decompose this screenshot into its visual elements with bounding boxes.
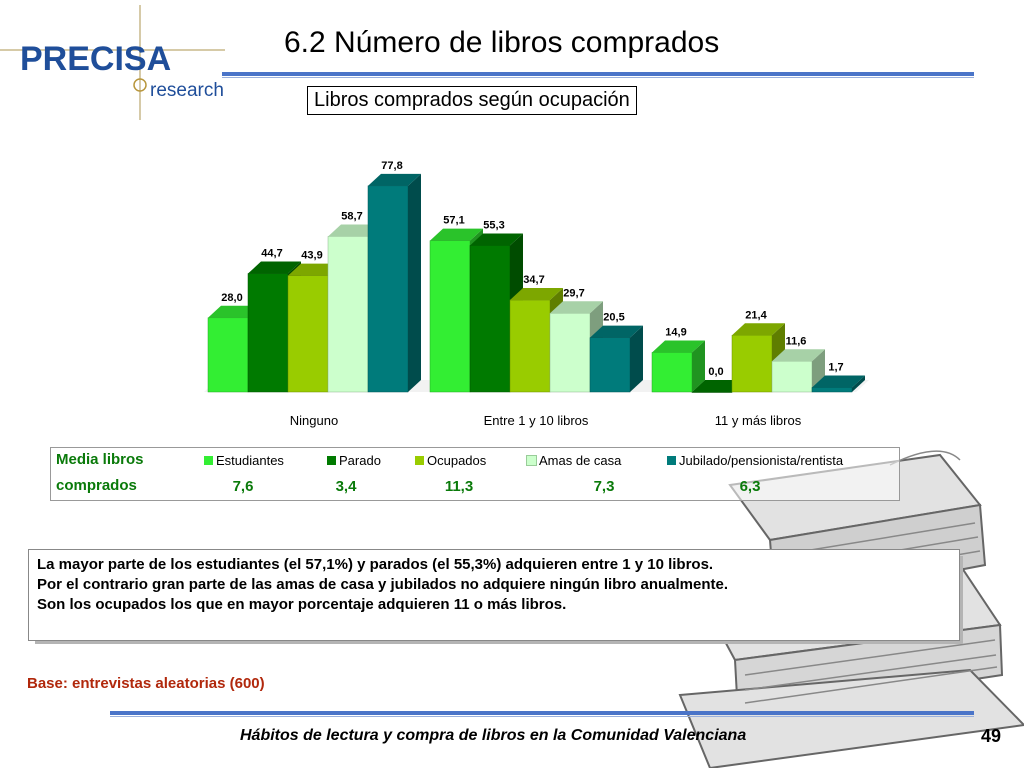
page-number: 49	[981, 726, 1002, 746]
bar-2-4-top	[812, 375, 865, 388]
bar-0-2-label: 43,9	[301, 250, 322, 262]
bar-0-1-label: 44,7	[261, 248, 282, 260]
legend-item-estudiantes: Estudiantes	[204, 453, 284, 468]
legend-label-amas-de-casa: Amas de casa	[539, 453, 622, 468]
bar-1-2-top	[510, 288, 563, 301]
legend-swatch-amas-de-casa	[526, 455, 537, 466]
mean-parado: 3,4	[335, 478, 357, 495]
bar-0-0-front	[207, 317, 249, 393]
bar-0-4-top	[368, 173, 421, 186]
bar-1-3-top	[550, 301, 603, 314]
bar-0-4-label: 77,8	[381, 160, 402, 172]
legend-label-estudiantes: Estudiantes	[216, 453, 284, 468]
legend-item-jubilado: Jubilado/pensionista/rentista	[667, 453, 843, 468]
legend-swatch-ocupados	[415, 456, 424, 465]
legend-swatch-parado	[327, 456, 336, 465]
bar-1-1-front	[469, 245, 511, 393]
note-line-2: Por el contrario gran parte de las amas …	[37, 576, 729, 593]
bar-0-4-front	[367, 185, 409, 393]
bar-2-3-label: 11,6	[786, 335, 807, 347]
bar-2-1-front	[691, 391, 733, 393]
bar-2-4-side	[852, 375, 865, 392]
bar-2-4-front	[811, 387, 853, 393]
bar-0-3-label: 58,7	[341, 210, 362, 222]
category-label-1: Entre 1 y 10 libros	[484, 413, 589, 428]
footer-text: Hábitos de lectura y compra de libros en…	[240, 727, 747, 744]
bar-1-4-label: 20,5	[603, 312, 624, 324]
legend-header-line1: Media libros	[56, 451, 144, 468]
bar-1-1-top	[470, 233, 523, 246]
note-box: La mayor parte de los estudiantes (el 57…	[28, 549, 960, 641]
mean-ocupados: 11,3	[444, 478, 474, 495]
bar-2-3-top	[772, 349, 825, 362]
legend-item-ocupados: Ocupados	[415, 453, 486, 468]
bar-2-3-front	[771, 361, 813, 393]
legend-header-line2: comprados	[56, 477, 137, 494]
logo-brand: PRECISA	[20, 40, 171, 78]
bar-0-3-front	[327, 236, 369, 393]
bar-2-2-top	[732, 323, 785, 336]
bar-2-2-label: 21,4	[745, 309, 767, 321]
note-line-1: La mayor parte de los estudiantes (el 57…	[37, 556, 714, 573]
bar-1-4-front	[589, 337, 631, 393]
legend-table: Media libros comprados Estudiantes Parad…	[50, 447, 900, 501]
base-note: Base: entrevistas aleatorias (600)	[27, 675, 265, 692]
title-divider-thin	[222, 77, 974, 78]
chart-subtitle: Libros comprados según ocupación	[307, 86, 637, 115]
legend-label-parado: Parado	[339, 453, 381, 468]
bar-0-1-top	[248, 261, 301, 274]
legend-item-amas-de-casa: Amas de casa	[526, 453, 622, 468]
legend-swatch-jubilado	[667, 456, 676, 465]
bar-0-0-label: 28,0	[221, 292, 242, 304]
precisa-logo: PRECISA research	[0, 5, 225, 120]
bar-0-2-front	[287, 275, 329, 393]
bar-2-1-label: 0,0	[708, 366, 723, 378]
footer-divider-thin	[110, 716, 974, 717]
bar-chart: 28,0 44,7 43,9 58,7 77,8 Ninguno 57,1 55,3 34,7 2…	[204, 160, 869, 428]
bar-1-0-label: 57,1	[443, 215, 464, 227]
bar-0-1-front	[247, 273, 289, 393]
bar-2-2-front	[731, 335, 773, 393]
bar-2-0-front	[651, 352, 693, 393]
bar-1-0-top	[430, 228, 483, 241]
category-label-0: Ninguno	[290, 413, 338, 428]
legend-swatch-estudiantes	[204, 456, 213, 465]
category-label-2: 11 y más libros	[715, 413, 802, 428]
bar-0-4-side	[408, 173, 421, 392]
bar-1-0-front	[429, 240, 471, 393]
bar-2-0-top	[652, 340, 705, 353]
bar-1-4-side	[630, 325, 643, 392]
bar-2-0-label: 14,9	[665, 327, 686, 339]
bar-1-1-label: 55,3	[483, 219, 504, 231]
bar-1-2-label: 34,7	[523, 274, 544, 286]
bar-1-3-front	[549, 313, 591, 393]
mean-estudiantes: 7,6	[232, 478, 254, 495]
bar-2-0-side	[692, 340, 705, 392]
legend-item-parado: Parado	[327, 453, 381, 468]
legend-label-ocupados: Ocupados	[427, 453, 487, 468]
legend-label-jubilado: Jubilado/pensionista/rentista	[679, 453, 844, 468]
page-title: 6.2 Número de libros comprados	[284, 26, 720, 59]
logo-tagline: research	[150, 80, 224, 101]
title-divider	[222, 72, 974, 76]
footer-divider	[110, 711, 974, 715]
note-line-3: Son los ocupados los que en mayor porcen…	[37, 596, 567, 613]
bar-2-4-label: 1,7	[828, 361, 843, 373]
bar-1-3-label: 29,7	[563, 287, 584, 299]
mean-jubilado: 6,3	[739, 478, 761, 495]
mean-amas-de-casa: 7,3	[593, 478, 615, 495]
bar-1-4-top	[590, 325, 643, 338]
bar-1-2-front	[509, 299, 551, 393]
